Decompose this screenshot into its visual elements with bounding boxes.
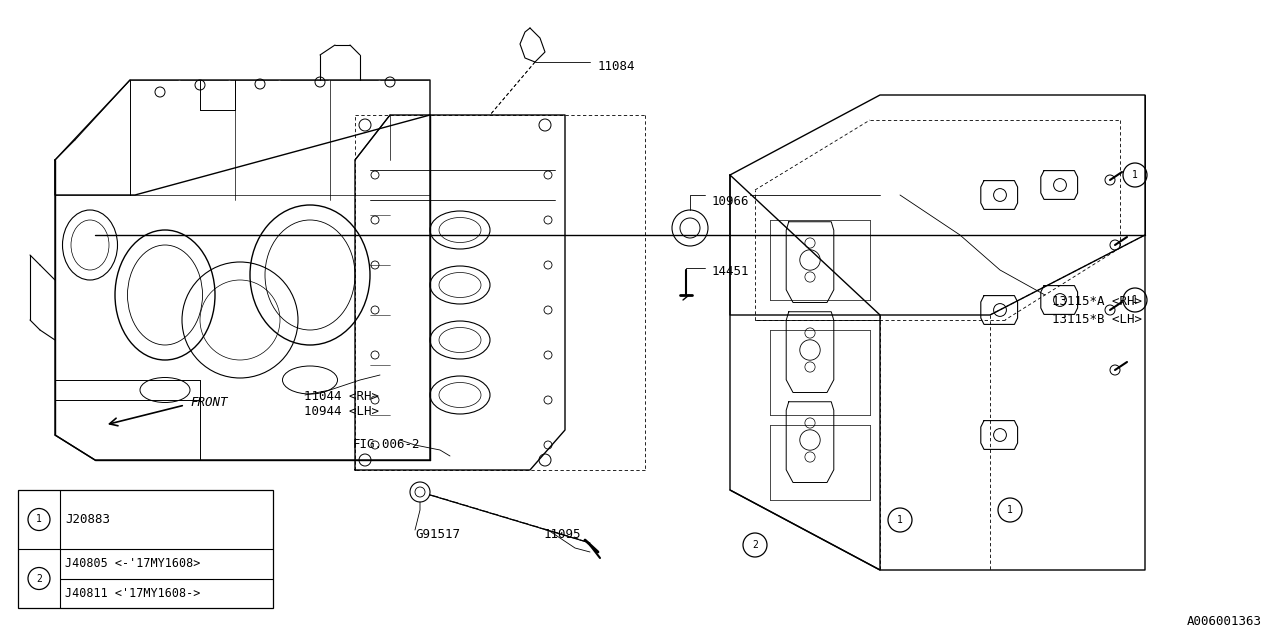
Text: FIG.006-2: FIG.006-2 — [353, 438, 421, 451]
Text: G91517: G91517 — [415, 528, 460, 541]
Text: 2: 2 — [36, 573, 42, 584]
Text: 1: 1 — [1132, 295, 1138, 305]
Text: 10944 <LH>: 10944 <LH> — [305, 405, 379, 418]
Text: 1: 1 — [1132, 170, 1138, 180]
Text: 13115*B <LH>: 13115*B <LH> — [1052, 313, 1142, 326]
Text: 11095: 11095 — [544, 528, 581, 541]
Text: 13115*A <RH>: 13115*A <RH> — [1052, 295, 1142, 308]
Text: J40805 <-'17MY1608>: J40805 <-'17MY1608> — [65, 557, 201, 570]
Text: 14451: 14451 — [712, 265, 750, 278]
Text: 2: 2 — [753, 540, 758, 550]
Text: 1: 1 — [36, 515, 42, 525]
Bar — [18, 490, 273, 608]
Text: A006001363: A006001363 — [1187, 615, 1262, 628]
Text: FRONT: FRONT — [189, 397, 228, 410]
Text: J20883: J20883 — [65, 513, 110, 526]
Text: 11044 <RH>: 11044 <RH> — [305, 390, 379, 403]
Text: 10966: 10966 — [712, 195, 750, 208]
Text: 1: 1 — [897, 515, 902, 525]
Text: 11084: 11084 — [598, 60, 635, 73]
Text: 1: 1 — [1007, 505, 1012, 515]
Text: J40811 <'17MY1608->: J40811 <'17MY1608-> — [65, 587, 201, 600]
